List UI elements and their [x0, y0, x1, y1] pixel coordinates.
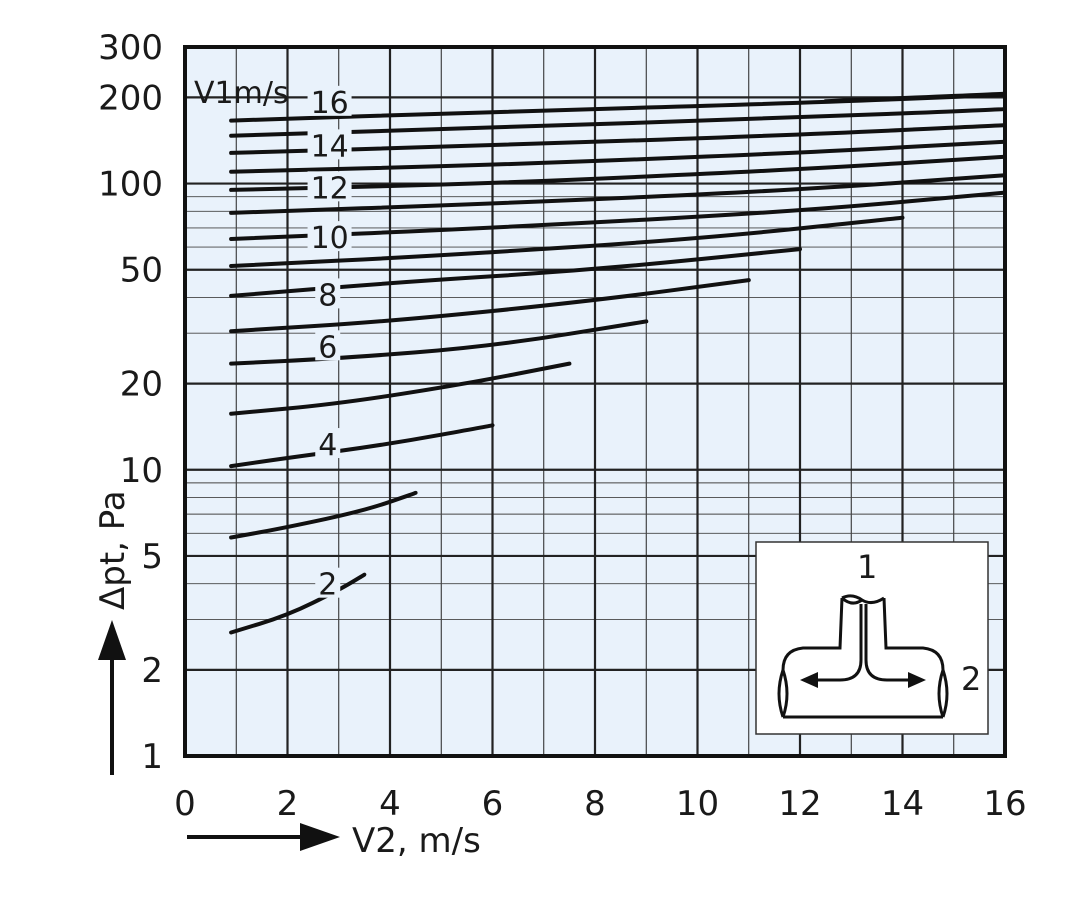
- tee-fitting-inset: 1 2: [755, 541, 989, 735]
- y-tick-label: 2: [141, 651, 163, 691]
- curve-label-12: 12: [311, 171, 349, 206]
- x-tick-labels: 0 2 4 6 8 10 12 14 16: [174, 784, 1026, 824]
- series-line-7: [229, 278, 751, 334]
- series-line-6: [229, 319, 649, 366]
- curve-label-backing: [307, 221, 352, 252]
- curve-label-backing: [315, 330, 341, 361]
- y-tick-label: 200: [98, 78, 163, 118]
- curve-labels: 2 4 6 8 10 12 14 16: [307, 85, 352, 603]
- y-axis-title: Δpt, Pa: [93, 490, 133, 610]
- x-tick-label: 16: [983, 784, 1026, 824]
- y-tick-label: 20: [120, 365, 163, 405]
- series-line: [823, 91, 1007, 104]
- x-tick-label: 14: [881, 784, 924, 824]
- x-tick-label: 2: [277, 784, 299, 824]
- series-line-2: [229, 572, 367, 635]
- inset-label-branch: 1: [857, 548, 877, 586]
- curve-label-8: 8: [318, 278, 337, 313]
- x-tick-label: 8: [584, 784, 606, 824]
- curve-label-backing: [315, 278, 341, 309]
- series-line-3: [229, 490, 418, 540]
- curve-label-2: 2: [318, 568, 337, 603]
- series-curves: [229, 91, 1007, 635]
- flow-arrow-icon: [800, 672, 926, 688]
- curve-label-backing: [315, 567, 341, 598]
- x-tick-label: 10: [676, 784, 719, 824]
- series-line-11: [229, 173, 1007, 215]
- series-line-13: [229, 139, 1007, 174]
- y-tick-label: 300: [98, 28, 163, 68]
- x-tick-label: 6: [482, 784, 504, 824]
- curve-label-backing: [307, 129, 352, 160]
- x-axis-arrow-icon: [187, 823, 340, 851]
- y-tick-label: 10: [120, 451, 163, 491]
- curve-label-backing: [307, 85, 352, 116]
- tee-fitting-icon: [777, 594, 949, 719]
- y-tick-label: 1: [141, 737, 163, 777]
- y-tick-labels: 1 2 5 10 20 50 100 200 300: [98, 28, 163, 777]
- curve-label-14: 14: [311, 129, 349, 164]
- x-axis-title: V2, m/s: [352, 821, 481, 861]
- legend-title: V1m/s: [194, 76, 289, 111]
- curve-label-4: 4: [318, 428, 337, 463]
- curve-label-6: 6: [318, 330, 337, 365]
- series-line-5: [229, 361, 572, 416]
- inset-label-main: 2: [961, 660, 981, 698]
- y-tick-label: 50: [120, 251, 163, 291]
- x-tick-label: 12: [778, 784, 821, 824]
- series-line-9: [229, 215, 905, 268]
- x-tick-label: 0: [174, 784, 196, 824]
- y-axis-arrow-icon: [98, 620, 126, 775]
- curve-label-10: 10: [311, 221, 349, 256]
- curve-label-16: 16: [311, 86, 349, 121]
- y-tick-label: 5: [141, 537, 163, 577]
- inset-frame: [755, 541, 989, 735]
- curve-label-backing: [307, 171, 352, 202]
- x-tick-label: 4: [379, 784, 401, 824]
- curve-label-backing: [315, 428, 341, 459]
- y-tick-label: 100: [98, 165, 163, 205]
- plot-frame: [183, 45, 1007, 758]
- series-line-8: [229, 247, 802, 298]
